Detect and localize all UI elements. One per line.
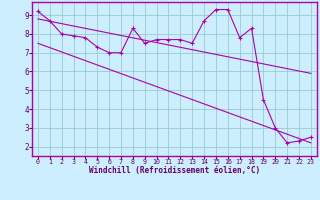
X-axis label: Windchill (Refroidissement éolien,°C): Windchill (Refroidissement éolien,°C) xyxy=(89,166,260,175)
